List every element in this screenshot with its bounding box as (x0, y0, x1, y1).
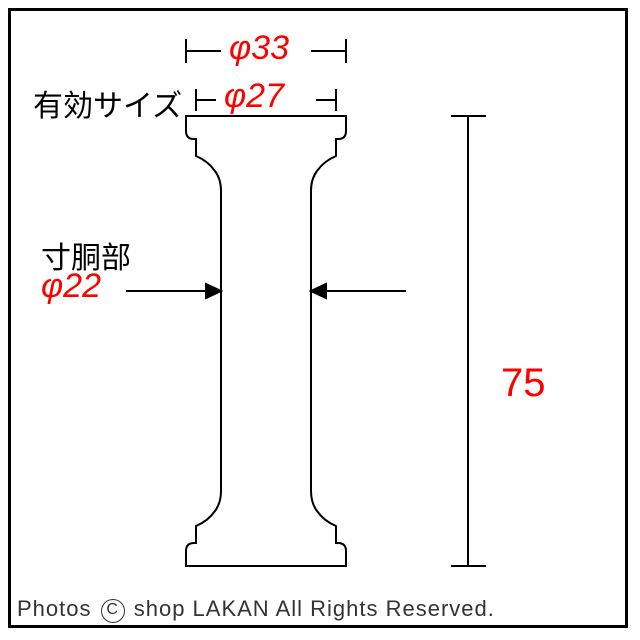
dim-body-arrows (126, 284, 406, 298)
footer-credit: Photos C shop LAKAN All Rights Reserved. (11, 592, 625, 625)
label-height: 75 (501, 361, 546, 406)
label-phi22: φ22 (41, 267, 101, 306)
diagram-canvas: φ33 有効サイズ φ27 寸胴部 φ22 75 Photos C shop L… (11, 11, 625, 625)
label-phi33: φ33 (229, 29, 289, 68)
dim-height (451, 116, 486, 566)
diagram-frame: φ33 有効サイズ φ27 寸胴部 φ22 75 Photos C shop L… (8, 8, 628, 628)
footer-post: shop LAKAN All Rights Reserved. (127, 596, 495, 621)
copyright-icon: C (101, 599, 125, 623)
label-phi27: φ27 (224, 77, 284, 116)
pedestal-outline (186, 116, 346, 566)
label-effective-size: 有効サイズ (33, 81, 182, 125)
footer-pre: Photos (17, 596, 99, 621)
